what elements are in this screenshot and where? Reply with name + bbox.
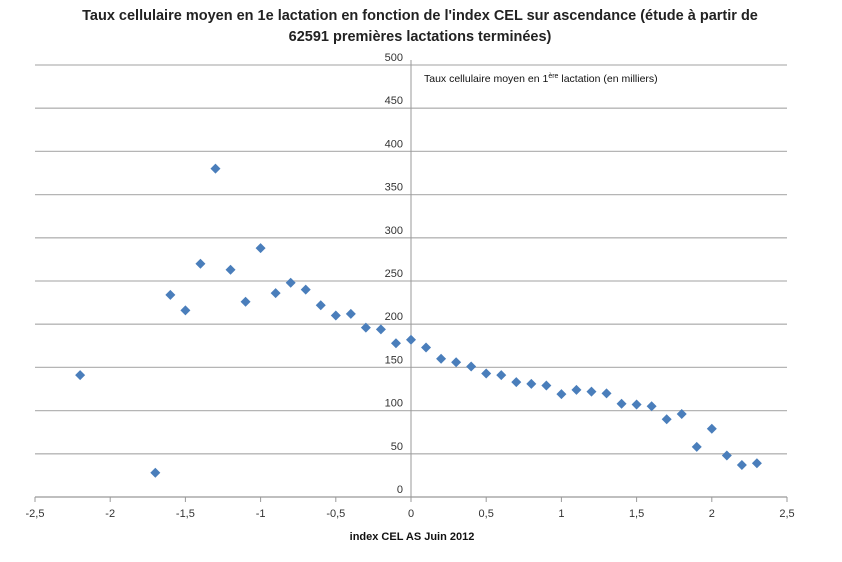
data-point: [150, 467, 161, 478]
data-point: [180, 305, 191, 316]
data-point: [556, 389, 567, 400]
y-tick-label: 0: [397, 484, 403, 496]
data-point: [285, 277, 296, 288]
y-tick-label: 350: [385, 182, 403, 194]
x-tick-label: -1,5: [176, 508, 195, 520]
data-point: [270, 288, 281, 299]
data-point: [676, 409, 687, 420]
data-point: [586, 386, 597, 397]
x-tick-label: -0,5: [326, 508, 345, 520]
data-point: [691, 441, 702, 452]
data-point: [375, 324, 386, 335]
data-point: [601, 388, 612, 399]
y-tick-label: 500: [385, 52, 403, 64]
y-tick-label: 100: [385, 398, 403, 410]
x-tick-label: 1,5: [629, 508, 644, 520]
data-point: [315, 300, 326, 311]
data-point: [300, 284, 311, 295]
y-tick-label: 450: [385, 95, 403, 107]
data-point: [511, 377, 522, 388]
data-point: [721, 450, 732, 461]
chart-title: Taux cellulaire moyen en 1e lactation en…: [82, 8, 758, 45]
data-point: [466, 361, 477, 372]
y-tick-label: 300: [385, 225, 403, 237]
data-point: [481, 368, 492, 379]
data-point: [451, 357, 462, 368]
x-tick-label: 2,5: [779, 508, 794, 520]
data-point: [210, 163, 221, 174]
y-tick-label: 250: [385, 268, 403, 280]
x-tick-label: -2: [105, 508, 115, 520]
data-point: [406, 334, 416, 345]
data-point: [240, 296, 251, 307]
x-tick-label: 1: [558, 508, 564, 520]
data-point: [526, 378, 537, 389]
data-point: [421, 342, 432, 353]
y-tick-label: 50: [391, 441, 403, 453]
data-point: [541, 380, 552, 391]
data-point: [706, 423, 717, 434]
data-point: [330, 310, 341, 321]
data-point: [661, 414, 672, 425]
y-tick-label: 400: [385, 138, 403, 150]
x-tick-label: 2: [709, 508, 715, 520]
data-point: [255, 243, 266, 254]
data-point: [496, 370, 507, 381]
data-point: [631, 399, 642, 410]
data-point: [436, 353, 447, 364]
data-point: [165, 289, 176, 300]
x-tick-label: -1: [256, 508, 266, 520]
data-point: [75, 370, 86, 381]
x-tick-label: -2,5: [26, 508, 45, 520]
data-point: [390, 338, 401, 349]
x-tick-label: 0: [408, 508, 414, 520]
data-point: [195, 258, 206, 269]
data-point: [646, 401, 657, 412]
x-tick-label: 0,5: [479, 508, 494, 520]
data-point: [751, 458, 762, 469]
data-point: [345, 308, 356, 319]
data-point: [616, 398, 627, 409]
data-point: [736, 460, 747, 471]
data-point: [225, 264, 236, 275]
data-point: [571, 384, 582, 395]
data-point: [360, 322, 371, 333]
y-axis-label: Taux cellulaire moyen en 1ère lactation …: [424, 73, 658, 85]
x-axis-label: index CEL AS Juin 2012: [350, 531, 475, 543]
y-tick-label: 150: [385, 354, 403, 366]
y-tick-label: 200: [385, 311, 403, 323]
